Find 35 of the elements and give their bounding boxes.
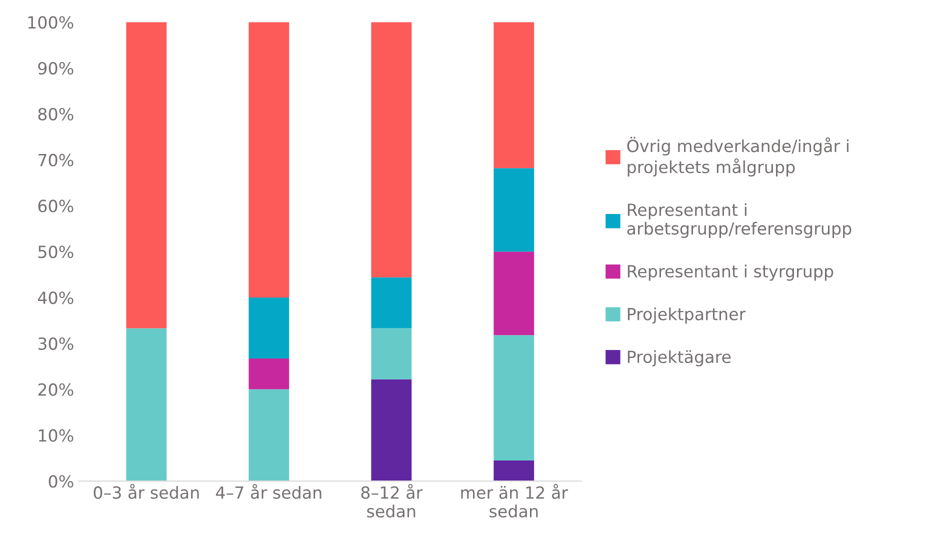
y-tick-label: 40% [38,291,74,304]
bar [371,22,412,278]
bar [126,22,167,328]
legend-label: Representant i styrgrupp [628,264,834,281]
x-tick-label: 4–7 år sedan [216,484,322,499]
legend-label: Övrig medverkande/ingår i projektets målgrupp [627,136,848,177]
bar [248,389,290,482]
x-tick-label: 0–3 år sedan [94,484,199,499]
bar [494,460,534,482]
bar [248,298,290,359]
y-tick-label: 100% [28,16,74,29]
y-tick-label: 10% [38,429,74,442]
bar [248,22,290,298]
bar [371,379,412,482]
y-tick-label: 70% [38,154,74,166]
y-tick-label: 20% [38,383,74,396]
legend-label: Representant i arbetsgrupp/referensgrupp [627,203,852,238]
bar [494,335,534,460]
bar [494,252,534,336]
bar [371,328,412,380]
bar [494,22,534,168]
y-tick-label: 0% [48,475,74,488]
bar [126,328,167,482]
x-tick-label: mer än 12 år sedan [461,484,568,518]
y-tick-label: 50% [38,246,74,258]
legend-label: Projektpartner [628,307,746,324]
y-tick-label: 30% [38,337,74,350]
y-tick-label: 60% [38,200,74,212]
y-tick-label: 90% [38,62,74,75]
bar [371,277,412,328]
bar [494,168,534,252]
y-tick-label: 80% [38,108,74,120]
bar [248,358,290,390]
legend-label: Projektägare [628,350,731,366]
x-tick-label: 8–12 år sedan [361,484,423,518]
